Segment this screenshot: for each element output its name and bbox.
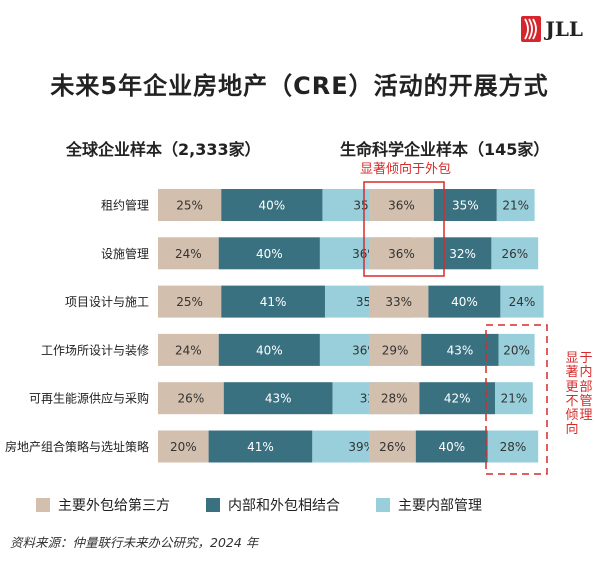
data-label: 24% bbox=[175, 343, 202, 357]
legend: 主要外包给第三方 内部和外包相结合 主要内部管理 bbox=[36, 495, 482, 515]
category-label: 设施管理 bbox=[101, 246, 149, 261]
data-label: 20% bbox=[170, 440, 197, 454]
bar-segment-outsource bbox=[158, 285, 222, 318]
legend-label-internal: 主要内部管理 bbox=[398, 498, 482, 514]
bar-segment-outsource bbox=[369, 189, 434, 221]
legend-label-outsource: 主要外包给第三方 bbox=[58, 498, 170, 514]
data-label: 24% bbox=[175, 247, 202, 261]
data-label: 26% bbox=[379, 440, 406, 454]
data-label: 25% bbox=[176, 199, 203, 213]
bar-segment-hybrid bbox=[218, 333, 320, 366]
bar-segment-hybrid bbox=[221, 189, 323, 221]
bar-segment-hybrid bbox=[208, 430, 313, 463]
bar-segment-hybrid bbox=[428, 285, 501, 318]
data-label: 43% bbox=[447, 343, 474, 357]
bar-segment-outsource bbox=[158, 382, 224, 415]
chart-title-global: 全球企业样本（2,333家） bbox=[66, 140, 261, 159]
data-label: 26% bbox=[501, 247, 528, 261]
bar-segment-outsource bbox=[158, 333, 219, 366]
source-note: 资料来源：仲量联行未来办公研究，2024 年 bbox=[10, 535, 259, 550]
data-label: 28% bbox=[500, 440, 527, 454]
annotation-less-internal: 于内部管理 显著更不倾向 bbox=[553, 351, 593, 438]
data-label: 39% bbox=[348, 440, 375, 454]
category-label: 可再生能源供应与采购 bbox=[29, 391, 149, 406]
stacked-bar-charts: 租约管理 25% 40% 35% 设施管理 24% 40% 36% 项目设计与施工 25% 41% 3… bbox=[5, 181, 548, 475]
data-label: 40% bbox=[256, 343, 283, 357]
bar-segment-internal bbox=[495, 382, 533, 415]
annotation-outsource-tendency: 显著倾向于外包 bbox=[360, 162, 452, 177]
data-label: 28% bbox=[381, 392, 408, 406]
jll-logo-text: JLL bbox=[545, 17, 583, 41]
bar-segment-internal bbox=[498, 333, 535, 366]
bar-segment-outsource bbox=[369, 285, 429, 318]
data-label: 33% bbox=[385, 295, 412, 309]
legend-item-hybrid: 内部和外包相结合 bbox=[206, 495, 340, 515]
data-label: 25% bbox=[176, 295, 203, 309]
bar-segment-hybrid bbox=[415, 430, 488, 463]
legend-swatch-internal bbox=[376, 498, 390, 512]
data-label: 40% bbox=[451, 295, 478, 309]
bar-segment-internal bbox=[500, 285, 544, 318]
bar-segment-outsource bbox=[158, 237, 219, 270]
data-label: 40% bbox=[256, 247, 283, 261]
bar-segment-hybrid bbox=[223, 382, 333, 415]
legend-item-outsource: 主要外包给第三方 bbox=[36, 495, 170, 515]
bar-segment-internal bbox=[487, 430, 539, 463]
data-label: 43% bbox=[265, 392, 292, 406]
category-label: 项目设计与施工 bbox=[65, 295, 149, 309]
legend-label-hybrid: 内部和外包相结合 bbox=[228, 498, 340, 514]
data-label: 32% bbox=[449, 247, 476, 261]
category-label: 工作场所设计与装修 bbox=[41, 342, 149, 357]
highlight-box-outsource bbox=[363, 181, 445, 277]
bar-segment-internal bbox=[496, 189, 535, 221]
bar-segment-outsource bbox=[369, 430, 416, 463]
bar-segment-outsource bbox=[369, 382, 420, 415]
data-label: 21% bbox=[502, 199, 529, 213]
jll-logo: JLL bbox=[521, 16, 583, 42]
legend-swatch-hybrid bbox=[206, 498, 220, 512]
annotation-right-col1: 于内部管理 bbox=[579, 351, 593, 424]
data-label: 29% bbox=[382, 343, 409, 357]
category-label: 租约管理 bbox=[101, 198, 149, 213]
bar-segment-internal bbox=[491, 237, 539, 270]
data-label: 41% bbox=[260, 295, 287, 309]
data-label: 21% bbox=[501, 392, 528, 406]
page-title: 未来5年企业房地产（CRE）活动的开展方式 bbox=[50, 72, 549, 100]
data-label: 36% bbox=[388, 199, 415, 213]
data-label: 35% bbox=[452, 199, 479, 213]
bar-segment-hybrid bbox=[221, 285, 325, 318]
bar-segment-outsource bbox=[158, 430, 209, 463]
bar-segment-outsource bbox=[158, 189, 222, 221]
bar-segment-hybrid bbox=[419, 382, 495, 415]
data-label: 42% bbox=[444, 392, 471, 406]
bar-segment-hybrid bbox=[218, 237, 320, 270]
data-label: 41% bbox=[247, 440, 274, 454]
data-label: 40% bbox=[259, 199, 286, 213]
bar-segment-outsource bbox=[369, 333, 422, 366]
data-label: 26% bbox=[178, 392, 205, 406]
bar-segment-outsource bbox=[369, 237, 434, 270]
data-label: 36% bbox=[388, 247, 415, 261]
category-label: 房地产组合策略与选址策略 bbox=[5, 439, 149, 454]
annotation-right-col2: 显著更不倾向 bbox=[565, 351, 579, 438]
data-label: 20% bbox=[503, 343, 530, 357]
highlight-box-internal bbox=[485, 324, 548, 475]
legend-swatch-outsource bbox=[36, 498, 50, 512]
legend-item-internal: 主要内部管理 bbox=[376, 495, 482, 515]
chart-title-life-sciences: 生命科学企业样本（145家） bbox=[340, 140, 550, 159]
jll-logo-icon bbox=[521, 16, 542, 42]
data-label: 24% bbox=[509, 295, 536, 309]
data-label: 40% bbox=[438, 440, 465, 454]
